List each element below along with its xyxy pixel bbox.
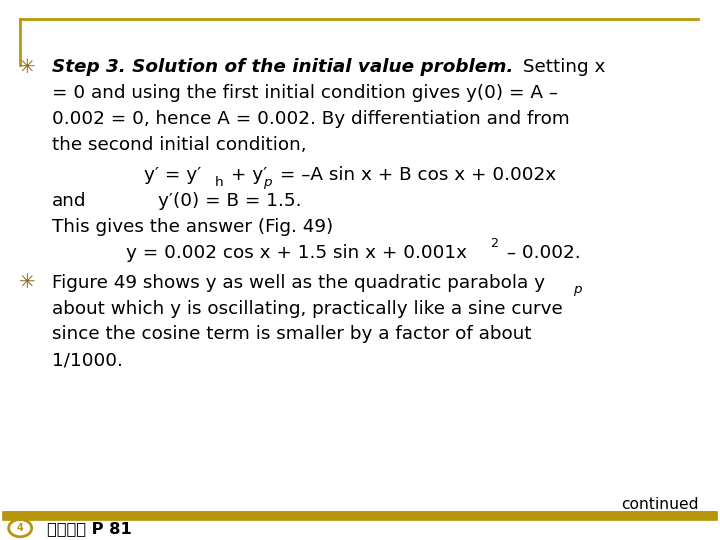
Text: y′ = y′: y′ = y′ xyxy=(144,166,202,184)
Text: ✳: ✳ xyxy=(19,273,35,292)
Text: 1/1000.: 1/1000. xyxy=(52,352,122,369)
Text: = –A sin x + B cos x + 0.002x: = –A sin x + B cos x + 0.002x xyxy=(274,166,556,184)
Text: = 0 and using the first initial condition gives y(0) = A –: = 0 and using the first initial conditio… xyxy=(52,84,558,103)
Text: Figure 49 shows y as well as the quadratic parabola y: Figure 49 shows y as well as the quadrat… xyxy=(52,274,545,292)
Text: – 0.002.: – 0.002. xyxy=(501,244,581,262)
Text: 4: 4 xyxy=(17,523,24,533)
Text: p: p xyxy=(573,283,582,296)
Text: This gives the answer (Fig. 49): This gives the answer (Fig. 49) xyxy=(52,218,333,236)
Text: + y′: + y′ xyxy=(225,166,268,184)
Text: p: p xyxy=(263,176,271,188)
Text: ✳: ✳ xyxy=(19,58,35,77)
Text: y′(0) = B = 1.5.: y′(0) = B = 1.5. xyxy=(158,192,302,210)
Text: and: and xyxy=(52,192,86,210)
Text: the second initial condition,: the second initial condition, xyxy=(52,136,306,154)
Text: Setting x: Setting x xyxy=(517,58,606,77)
Text: 2: 2 xyxy=(490,237,498,249)
Text: 0.002 = 0, hence A = 0.002. By differentiation and from: 0.002 = 0, hence A = 0.002. By different… xyxy=(52,110,570,129)
Text: 歐亞書局 P 81: 歐亞書局 P 81 xyxy=(47,521,132,536)
Text: Step 3. Solution of the initial value problem.: Step 3. Solution of the initial value pr… xyxy=(52,58,513,77)
Text: about which y is oscillating, practically like a sine curve: about which y is oscillating, practicall… xyxy=(52,300,562,318)
Text: y = 0.002 cos x + 1.5 sin x + 0.001x: y = 0.002 cos x + 1.5 sin x + 0.001x xyxy=(126,244,467,262)
Text: since the cosine term is smaller by a factor of about: since the cosine term is smaller by a fa… xyxy=(52,326,531,343)
Text: h: h xyxy=(215,176,223,188)
Text: continued: continued xyxy=(621,497,698,512)
